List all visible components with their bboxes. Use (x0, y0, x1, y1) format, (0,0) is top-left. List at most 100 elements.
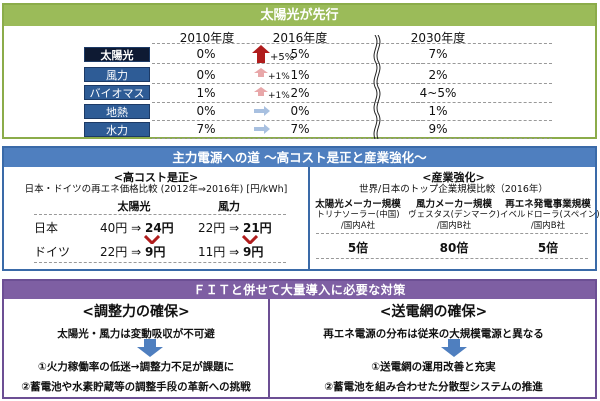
table-row: 水力 7% 7% 9% (4, 121, 599, 141)
divider (152, 83, 424, 84)
column-header-solar: 太陽光 (117, 200, 151, 213)
grid-point-2: ②蓄電池を組み合わせた分散型システムの推進 (324, 381, 543, 393)
divider (316, 233, 588, 234)
germany-solar-price: 22円 ⇒ 9円 (100, 243, 165, 260)
company-scale-subtitle: 世界/日本のトップ企業規模比較（2016年） (359, 184, 548, 195)
change-value: +1% (268, 72, 290, 82)
germany-wind-price: 11円 ⇒ 9円 (198, 243, 263, 260)
table-row: バイオマス 1% +1% 2% 4~5% (4, 85, 599, 105)
red-checkmark-icon (242, 235, 258, 244)
divider (34, 262, 286, 263)
value-2016: 1% (290, 68, 310, 82)
adjustment-point-1: ①火力稼働率の低迷→調整力不足が課題に (37, 361, 235, 373)
solar-maker-line1: トリナソーラー(中国) (316, 210, 400, 220)
source-label: 風力 (84, 67, 150, 82)
divider (152, 63, 424, 64)
down-arrow-icon (441, 339, 467, 357)
renewable-operator-line1: イベルドローラ(スペイン) (500, 210, 600, 220)
wind-maker-line2: /国内B社 (436, 221, 472, 231)
value-2030: 9% (428, 122, 448, 136)
source-label: 水力 (84, 122, 150, 137)
panel-header: 太陽光が先行 (4, 5, 595, 26)
table-row: 地熱 0% 0% 1% (4, 103, 599, 123)
price-to: 21円 (242, 221, 272, 235)
panel-header: ＦＩＴと併せて大量導入に必要な対策 (4, 281, 595, 299)
blue-right-arrow-icon (254, 124, 270, 134)
value-2016: 0% (290, 104, 310, 118)
industry-strengthening-heading: <産業強化> (422, 171, 485, 184)
value-2010: 1% (196, 86, 216, 100)
country-germany: ドイツ (34, 245, 71, 259)
divider (34, 214, 286, 215)
wind-maker-line1: ヴェスタス(デンマーク) (408, 210, 500, 220)
value-2010: 0% (196, 47, 216, 61)
price-to: 9円 (144, 245, 166, 259)
divider (412, 120, 552, 121)
divider (152, 43, 424, 44)
grid-securing-heading: <送電網の確保> (379, 304, 488, 320)
japan-solar-price: 40円 ⇒ 24円 (100, 219, 174, 236)
price-from: 22円 ⇒ (198, 221, 243, 235)
value-2010: 7% (196, 122, 216, 136)
price-from: 22円 ⇒ (100, 245, 145, 259)
japan-wind-price: 22円 ⇒ 21円 (198, 219, 272, 236)
year-header-2010: 2010年度 (179, 31, 235, 45)
divider (412, 102, 552, 103)
column-divider (268, 299, 270, 397)
price-from: 11円 ⇒ (198, 245, 243, 259)
value-2016: 7% (290, 122, 310, 136)
change-value: +1% (268, 91, 290, 101)
column-header-wind: 風力 (218, 200, 240, 213)
solar-maker-title: 太陽光メーカー規模 (315, 199, 401, 210)
divider (152, 102, 424, 103)
price-comparison-subtitle: 日本・ドイツの再エネ価格比較 (2012年⇒2016年) [円/kWh] (24, 184, 288, 195)
column-divider (308, 167, 310, 269)
table-row: 風力 0% +1% 1% 2% (4, 65, 599, 85)
table-row: 太陽光 0% +5% 5% 7% (4, 45, 599, 65)
blue-right-arrow-icon (254, 106, 270, 116)
divider (316, 258, 588, 259)
price-to: 24円 (144, 221, 174, 235)
solar-maker-line2: /国内A社 (340, 221, 376, 231)
renewable-operator-line2: /国内B社 (530, 221, 566, 231)
pink-up-arrow-icon (254, 68, 268, 77)
value-2030: 2% (428, 68, 448, 82)
solar-maker-ratio: 5倍 (347, 241, 369, 255)
adjustment-point-2: ②蓄電池や水素貯蔵等の調整手段の革新への挑戦 (21, 381, 251, 393)
divider (412, 43, 552, 44)
wind-maker-ratio: 80倍 (439, 241, 469, 255)
wavy-break-icon (373, 35, 381, 139)
pink-up-arrow-icon (254, 87, 268, 96)
source-label: 太陽光 (84, 47, 150, 62)
year-header-2030: 2030年度 (410, 31, 466, 45)
wind-maker-title: 風力メーカー規模 (415, 199, 492, 210)
value-2030: 4~5% (419, 86, 457, 100)
divider (412, 63, 552, 64)
value-2030: 7% (428, 47, 448, 61)
down-arrow-icon (137, 339, 163, 357)
value-2010: 0% (196, 68, 216, 82)
required-measures-panel: ＦＩＴと併せて大量導入に必要な対策 <調整力の確保> 太陽光・風力は変動吸収が不… (2, 279, 597, 399)
grid-premise: 再エネ電源の分布は従来の大規模電源と異なる (323, 328, 544, 340)
adjustment-premise: 太陽光・風力は変動吸収が不可避 (57, 328, 215, 340)
renewable-operator-ratio: 5倍 (537, 241, 559, 255)
divider (152, 120, 424, 121)
panel-header: 主力電源への道 ～高コスト是正と産業強化～ (4, 148, 595, 167)
solar-leading-panel: 太陽光が先行 2010年度 2016年度 2030年度 太陽光 0% +5% 5… (2, 3, 597, 139)
grid-point-1: ①送電網の運用改善と充実 (371, 361, 496, 373)
country-japan: 日本 (34, 221, 59, 235)
source-label: バイオマス (84, 85, 150, 100)
change-value: +5% (270, 52, 295, 63)
value-2030: 1% (428, 104, 448, 118)
year-header-2016: 2016年度 (272, 31, 328, 45)
big-red-up-arrow-icon (252, 45, 270, 63)
value-2010: 0% (196, 104, 216, 118)
cost-correction-heading: <高コスト是正> (113, 171, 199, 184)
source-label: 地熱 (84, 104, 150, 119)
price-to: 9円 (242, 245, 264, 259)
value-2016: 5% (290, 47, 310, 61)
price-from: 40円 ⇒ (100, 221, 145, 235)
path-to-main-power-panel: 主力電源への道 ～高コスト是正と産業強化～ <高コスト是正> 日本・ドイツの再エ… (2, 146, 600, 271)
adjustment-capacity-heading: <調整力の確保> (82, 304, 190, 320)
divider (412, 83, 552, 84)
